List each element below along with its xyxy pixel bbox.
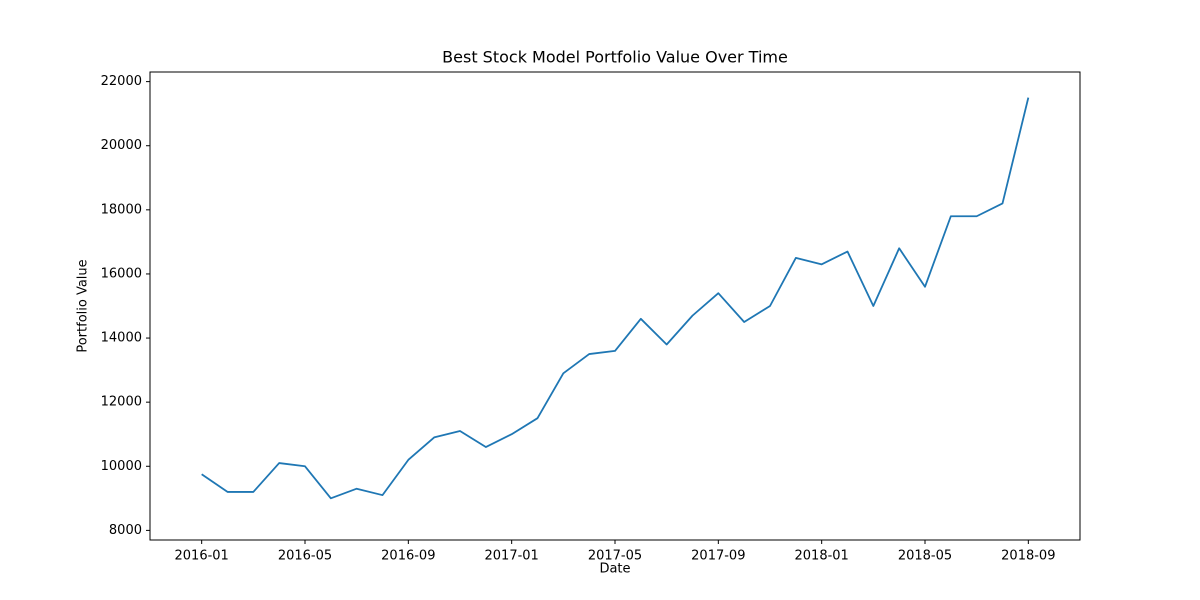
y-axis-label: Portfolio Value <box>76 259 91 352</box>
x-tick-label: 2017-05 <box>588 549 642 564</box>
y-tick-label: 14000 <box>101 331 142 346</box>
x-tick-label: 2018-05 <box>898 549 952 564</box>
y-tick-label: 18000 <box>101 202 142 217</box>
plot-frame <box>149 71 1081 541</box>
x-tick-label: 2018-09 <box>1001 549 1055 564</box>
x-axis-label: Date <box>599 562 630 577</box>
y-tick-label: 10000 <box>101 459 142 474</box>
x-tick-label: 2017-09 <box>691 549 745 564</box>
y-tick-label: 12000 <box>101 395 142 410</box>
x-tick-label: 2016-05 <box>278 549 332 564</box>
x-tick-label: 2016-09 <box>381 549 435 564</box>
y-tick-label: 8000 <box>109 523 142 538</box>
x-tick-label: 2018-01 <box>795 549 849 564</box>
y-tick-label: 22000 <box>101 74 142 89</box>
x-tick-label: 2017-01 <box>485 549 539 564</box>
y-tick-label: 20000 <box>101 138 142 153</box>
y-tick-label: 16000 <box>101 266 142 281</box>
line-series <box>201 97 1030 500</box>
x-tick-label: 2016-01 <box>175 549 229 564</box>
chart-title: Best Stock Model Portfolio Value Over Ti… <box>442 48 788 67</box>
